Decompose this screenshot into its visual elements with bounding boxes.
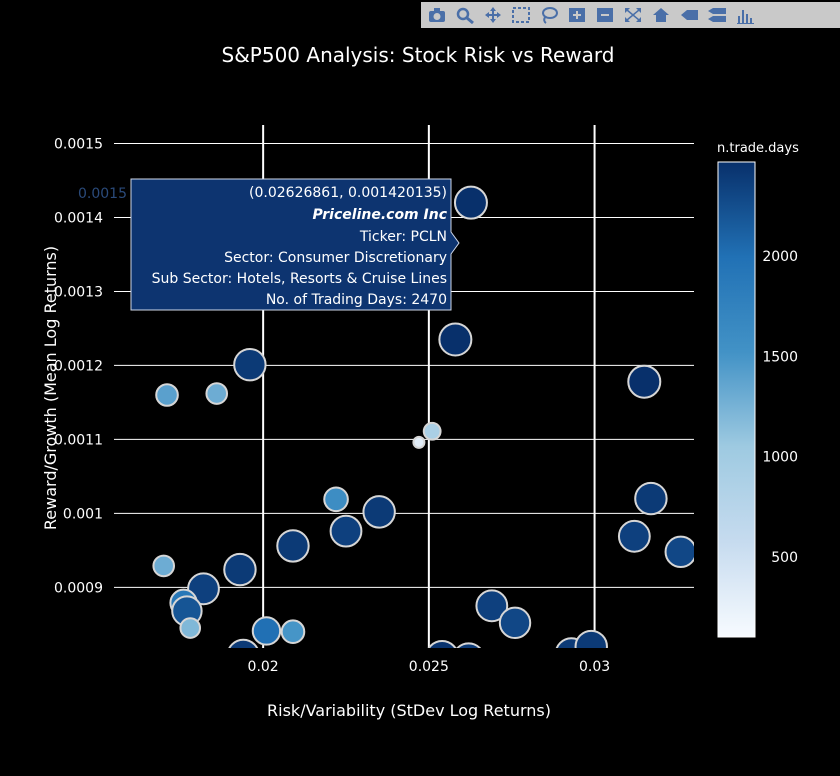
zoom-in-icon[interactable] (565, 4, 589, 26)
data-point[interactable] (438, 322, 473, 357)
x-tick-label: 0.03 (579, 659, 610, 675)
box-select-icon[interactable] (509, 4, 533, 26)
reset-axes-icon[interactable] (649, 4, 673, 26)
camera-icon[interactable] (425, 4, 449, 26)
data-point[interactable] (155, 383, 179, 407)
chart-title: S&P500 Analysis: Stock Risk vs Reward (222, 43, 615, 67)
tooltip-name: Priceline.com Inc (312, 207, 447, 223)
colorbar-tick-label: 2000 (762, 249, 798, 265)
hover-tooltip: 0.0015 (0.02626861, 0.001420135) Priceli… (78, 178, 460, 311)
zoom-icon[interactable] (453, 4, 477, 26)
data-point[interactable] (228, 638, 259, 671)
tooltip-coords: (0.02626861, 0.001420135) (249, 185, 447, 201)
tooltip-ticker: Ticker: PCLN (359, 229, 447, 245)
data-point[interactable] (664, 535, 696, 569)
colorbar: n.trade.days 500 1000 1500 2000 (717, 141, 799, 638)
y-tick-label: 0.0014 (54, 210, 103, 226)
data-point[interactable] (412, 435, 426, 449)
plotly-logo-icon[interactable] (733, 4, 757, 26)
data-point[interactable] (634, 481, 668, 516)
data-point[interactable] (617, 519, 651, 553)
tooltip-box (130, 178, 460, 311)
autoscale-icon[interactable] (621, 4, 645, 26)
colorbar-tick-label: 500 (771, 550, 798, 566)
y-tick-label: 0.0011 (54, 432, 103, 448)
data-point[interactable] (498, 606, 532, 640)
x-tick-label: 0.02 (248, 659, 279, 675)
colorbar-tick-label: 1500 (762, 349, 798, 365)
data-point[interactable] (179, 617, 202, 639)
colorbar-title: n.trade.days (717, 141, 799, 156)
data-point[interactable] (453, 642, 484, 674)
y-tick-label: 0.0013 (54, 284, 103, 300)
data-point[interactable] (323, 486, 349, 513)
tooltip-overlap-text: 0.0015 (78, 186, 127, 202)
x-tick-labels: 0.02 0.025 0.03 (248, 659, 611, 675)
colorbar-ticks: 500 1000 1500 2000 (762, 249, 798, 566)
data-point[interactable] (453, 185, 488, 220)
data-points (152, 185, 696, 674)
data-point[interactable] (475, 589, 509, 623)
spike-lines-icon[interactable] (677, 4, 701, 26)
zoom-out-icon[interactable] (593, 4, 617, 26)
y-tick-label: 0.0012 (54, 358, 103, 374)
tooltip-sector: Sector: Consumer Discretionary (224, 250, 447, 266)
y-tick-label: 0.0009 (54, 580, 103, 596)
x-axis-label: Risk/Variability (StDev Log Returns) (267, 701, 551, 720)
y-tick-label: 0.001 (63, 506, 103, 522)
data-point[interactable] (422, 421, 442, 441)
data-point[interactable] (205, 382, 229, 405)
data-point[interactable] (574, 629, 608, 662)
data-point[interactable] (152, 554, 176, 578)
tooltip-sub-sector: Sub Sector: Hotels, Resorts & Cruise Lin… (152, 271, 447, 287)
data-point[interactable] (251, 616, 282, 646)
data-point[interactable] (362, 495, 396, 529)
data-point[interactable] (233, 347, 267, 382)
data-point[interactable] (280, 619, 306, 645)
data-point[interactable] (329, 514, 363, 548)
colorbar-gradient (717, 161, 756, 638)
tooltip-days: No. of Trading Days: 2470 (266, 292, 447, 308)
data-point[interactable] (426, 639, 458, 673)
modebar (421, 2, 840, 28)
data-point[interactable] (276, 529, 310, 563)
compare-hover-icon[interactable] (705, 4, 729, 26)
y-axis-label: Reward/Growth (Mean Log Returns) (41, 246, 60, 530)
lasso-select-icon[interactable] (537, 4, 561, 26)
colorbar-tick-label: 1000 (762, 450, 798, 466)
y-tick-labels: 0.0009 0.001 0.0011 0.0012 0.0013 0.0014 0.001… (54, 136, 103, 596)
y-tick-label: 0.0015 (54, 136, 103, 152)
data-point[interactable] (627, 364, 662, 399)
x-tick-label: 0.025 (409, 659, 449, 675)
data-point[interactable] (223, 552, 257, 587)
pan-icon[interactable] (481, 4, 505, 26)
